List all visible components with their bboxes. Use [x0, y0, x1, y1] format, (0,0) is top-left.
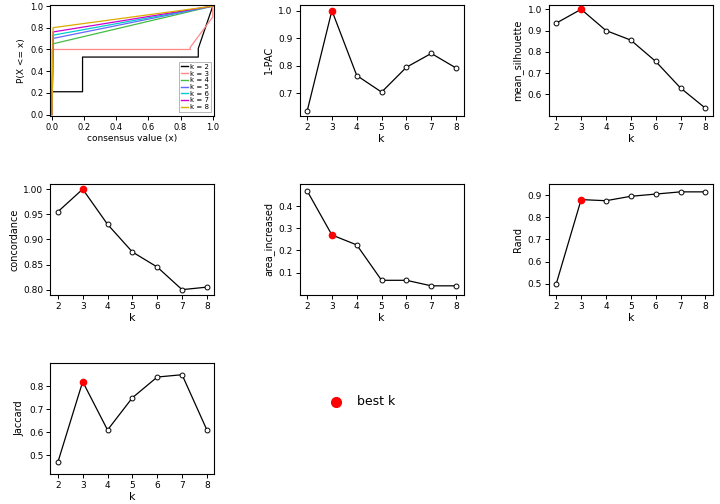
Legend: k = 2, k = 3, k = 4, k = 5, k = 6, k = 7, k = 8: k = 2, k = 3, k = 4, k = 5, k = 6, k = 7…: [179, 62, 211, 112]
Y-axis label: area_increased: area_increased: [264, 203, 274, 276]
X-axis label: k: k: [378, 313, 385, 324]
Y-axis label: mean_silhouette: mean_silhouette: [513, 20, 523, 101]
X-axis label: k: k: [378, 134, 385, 144]
Text: best k: best k: [357, 396, 395, 408]
Y-axis label: P(X <= x): P(X <= x): [17, 38, 26, 83]
Y-axis label: Jaccard: Jaccard: [15, 401, 25, 436]
X-axis label: k: k: [129, 313, 135, 324]
Y-axis label: Rand: Rand: [513, 227, 523, 252]
X-axis label: k: k: [628, 313, 634, 324]
X-axis label: consensus value (x): consensus value (x): [87, 134, 178, 143]
Y-axis label: concordance: concordance: [9, 208, 19, 271]
X-axis label: k: k: [129, 492, 135, 502]
Y-axis label: 1-PAC: 1-PAC: [264, 46, 274, 75]
X-axis label: k: k: [628, 134, 634, 144]
